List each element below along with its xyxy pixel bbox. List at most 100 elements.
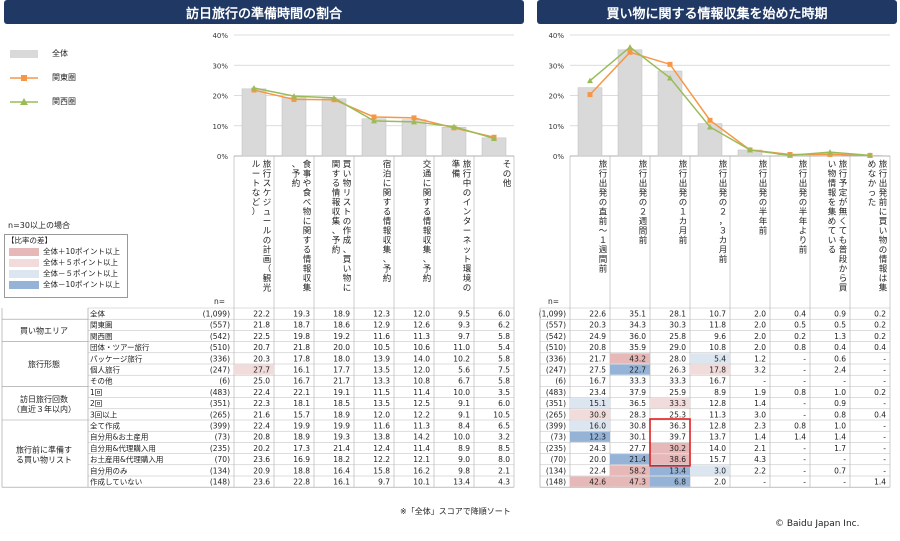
cell-value: 2.0 xyxy=(754,310,766,319)
cell-value: 36.5 xyxy=(629,399,646,408)
point-kansai xyxy=(827,149,833,155)
group-label: （直近３年以内） xyxy=(12,404,76,414)
category-label-char: 無 xyxy=(839,207,848,218)
cell-value: - xyxy=(803,354,806,363)
cell-value: 10.6 xyxy=(413,343,430,352)
bar-total xyxy=(657,70,683,157)
cell-value: 26.3 xyxy=(669,366,686,375)
cell-value: 10.1 xyxy=(413,478,430,487)
diff-legend-item: 全体－10ポイント以上 xyxy=(5,279,127,290)
cell-value: 12.3 xyxy=(589,433,606,442)
row-label: パッケージ旅行 xyxy=(90,353,143,363)
category-label-char: 行 xyxy=(879,169,888,180)
group-label: 旅行形態 xyxy=(28,359,60,369)
category-label-char: （ xyxy=(263,264,272,275)
category-label-char: 集 xyxy=(303,283,312,294)
category-label-char: 収 xyxy=(383,235,392,246)
cell-value: 25.0 xyxy=(253,377,270,386)
cell-value: 8.9 xyxy=(458,444,470,453)
category-label-char: の xyxy=(719,198,728,208)
category-label-char: 集 xyxy=(828,207,837,218)
row-n: (557) xyxy=(210,321,230,330)
cell-value: 20.8 xyxy=(253,433,270,442)
category-label-char: 約 xyxy=(383,273,392,284)
point-kanto xyxy=(371,114,377,120)
category-label-char: 準 xyxy=(452,159,461,170)
category-label-char: ー xyxy=(252,170,261,180)
category-label-char: 出 xyxy=(759,178,768,189)
cell-value: 30.2 xyxy=(669,444,686,453)
cell-value: 19.9 xyxy=(333,422,350,431)
cell-value: 28.3 xyxy=(629,410,646,419)
category-label-char: 予 xyxy=(383,265,392,275)
cell-highlight xyxy=(610,353,650,364)
category-label-char: ） xyxy=(252,207,261,218)
category-label-char: 関 xyxy=(383,189,392,199)
category-label-char: が xyxy=(839,197,848,208)
cell-value: 1.4 xyxy=(834,433,846,442)
group-label: る買い物リスト xyxy=(16,455,72,465)
cell-value: 21.7 xyxy=(589,354,606,363)
point-kansai xyxy=(707,123,713,130)
cell-value: 28.1 xyxy=(669,310,686,319)
diff-legend-item: 全体－５ポイント以上 xyxy=(5,268,127,279)
category-label-char: 前 xyxy=(679,235,688,246)
cell-value: 13.8 xyxy=(373,433,390,442)
cell-value: 22.4 xyxy=(589,466,606,475)
category-label-char: 週 xyxy=(599,246,608,256)
series-line-kanto xyxy=(589,51,871,157)
category-label-char: の xyxy=(263,236,272,246)
cell-value: 1.4 xyxy=(754,399,766,408)
category-label-char: 集 xyxy=(879,283,888,294)
cell-value: 25.3 xyxy=(669,410,686,419)
cell-value: 30.1 xyxy=(629,433,646,442)
cell-value: 8.5 xyxy=(498,444,510,453)
cell-value: 36.0 xyxy=(629,332,646,341)
category-label-char: の xyxy=(679,198,688,208)
category-label-char: 発 xyxy=(799,189,808,199)
category-label-char: 収 xyxy=(332,207,341,218)
category-label-char: 物 xyxy=(343,178,352,189)
legend-kanto-swatch xyxy=(10,74,38,81)
cell-value: 12.1 xyxy=(413,455,430,464)
y-tick-label: 40% xyxy=(212,32,228,40)
group-label: 訪日旅行回数 xyxy=(20,394,68,404)
category-label-char: 前 xyxy=(639,235,648,246)
category-label-char: 年 xyxy=(799,216,808,227)
category-label-char: 旅 xyxy=(263,159,272,170)
cell-value: 17.8 xyxy=(293,354,310,363)
row-n: (336) xyxy=(210,354,230,363)
category-label-char: 報 xyxy=(828,189,837,199)
cell-value: 0.5 xyxy=(834,321,846,330)
category-label-char: か xyxy=(839,265,848,275)
cell-value: 9.1 xyxy=(458,399,470,408)
series-line-kansai xyxy=(589,46,871,157)
row-n: (542) xyxy=(546,332,566,341)
category-label-char: 約 xyxy=(423,273,432,284)
cell-value: 19.1 xyxy=(333,388,350,397)
category-label-char: は xyxy=(879,274,888,284)
category-label-char: 約 xyxy=(332,245,341,256)
row-label: その他 xyxy=(90,376,113,386)
legend-total: 全体 xyxy=(10,48,68,59)
category-label-char: 半 xyxy=(799,207,808,218)
category-label-char: す xyxy=(332,170,341,180)
point-kansai xyxy=(251,84,257,91)
cell-value: 1.7 xyxy=(834,444,846,453)
category-label-char: 、 xyxy=(383,255,392,265)
category-label-char: ン xyxy=(463,208,472,218)
category-label-char: 報 xyxy=(383,227,392,237)
category-label-char: タ xyxy=(463,217,472,227)
category-label-char: て xyxy=(828,227,837,237)
category-label-char: ル xyxy=(252,160,261,170)
cell-value: - xyxy=(803,466,806,475)
cell-value: 12.2 xyxy=(373,455,390,464)
point-kansai xyxy=(411,118,417,125)
category-label-char: 行 xyxy=(463,169,472,180)
row-label: 個人旅行 xyxy=(90,365,120,375)
category-label-char: 情 xyxy=(303,254,312,265)
row-n: (265) xyxy=(210,410,230,419)
bar-total xyxy=(281,97,307,157)
row-n: (542) xyxy=(210,332,230,341)
cell-value: 35.1 xyxy=(629,310,646,319)
